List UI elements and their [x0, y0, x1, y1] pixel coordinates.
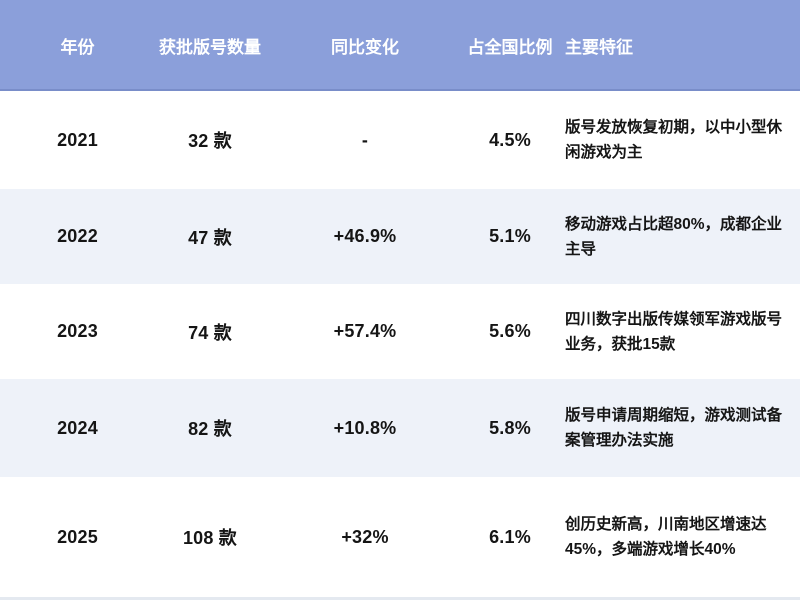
cell-share: 5.1%	[489, 226, 531, 246]
cell-year: 2025	[57, 526, 98, 547]
cell-features: 移动游戏占比超80%，成都企业主导	[565, 215, 783, 258]
table-row: 2024 82 款 +10.8% 5.8% 版号申请周期缩短，游戏测试备案管理办…	[0, 379, 800, 477]
table-body: 2021 32 款 - 4.5% 版号发放恢复初期，以中小型休闲游戏为主 202…	[0, 91, 800, 597]
cell-count: 108 款	[182, 528, 238, 548]
cell-count: 82 款	[188, 419, 232, 439]
cell-share: 5.8%	[489, 417, 531, 438]
column-header-change: 同比变化	[331, 38, 399, 57]
table-row: 2022 47 款 +46.9% 5.1% 移动游戏占比超80%，成都企业主导	[0, 189, 800, 284]
table-header-row: 年份 获批版号数量 同比变化 占全国比例 主要特征	[0, 0, 800, 91]
cell-change: +46.9%	[333, 226, 397, 246]
cell-count: 74 款	[188, 322, 232, 343]
cell-share: 6.1%	[489, 526, 531, 547]
column-header-features: 主要特征	[565, 38, 633, 57]
cell-year: 2022	[57, 226, 98, 246]
table-row: 2021 32 款 - 4.5% 版号发放恢复初期，以中小型休闲游戏为主	[0, 91, 800, 189]
cell-change: -	[361, 129, 369, 150]
column-header-count: 获批版号数量	[159, 38, 261, 57]
column-header-year: 年份	[60, 38, 95, 57]
cell-year: 2021	[57, 129, 98, 150]
cell-change: +57.4%	[333, 321, 397, 341]
cell-share: 5.6%	[489, 321, 531, 341]
cell-change: +10.8%	[333, 417, 397, 438]
cell-share: 4.5%	[489, 129, 531, 150]
cell-features: 版号申请周期缩短，游戏测试备案管理办法实施	[565, 407, 783, 449]
cell-year: 2023	[57, 321, 98, 341]
cell-features: 四川数字出版传媒领军游戏版号业务，获批15款	[565, 310, 783, 353]
table-row: 2023 74 款 +57.4% 5.6% 四川数字出版传媒领军游戏版号业务，获…	[0, 284, 800, 379]
cell-year: 2024	[57, 417, 98, 438]
cell-features: 版号发放恢复初期，以中小型休闲游戏为主	[565, 119, 783, 161]
cell-change: +32%	[341, 526, 389, 547]
cell-count: 47 款	[188, 227, 232, 248]
cell-features: 创历史新高，川南地区增速达45%，多端游戏增长40%	[565, 516, 767, 558]
cropped-next-row-strip	[0, 597, 800, 600]
column-header-share: 占全国比例	[467, 38, 553, 57]
cell-count: 32 款	[188, 131, 232, 151]
table-row: 2025 108 款 +32% 6.1% 创历史新高，川南地区增速达45%，多端…	[0, 477, 800, 597]
